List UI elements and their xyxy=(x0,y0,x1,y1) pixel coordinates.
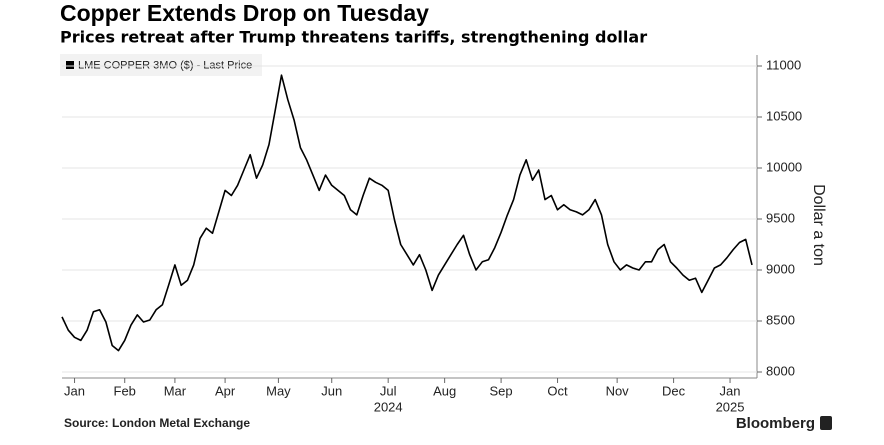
y-tick-label: 11000 xyxy=(766,57,801,72)
x-tick-label: Mar xyxy=(164,383,187,398)
y-tick-label: 8500 xyxy=(766,312,795,327)
price-line xyxy=(61,74,753,352)
legend-swatch xyxy=(66,61,74,69)
year-label: 2024 xyxy=(374,399,403,414)
source: Source: London Metal Exchange xyxy=(64,416,250,430)
x-tick-label: Oct xyxy=(547,383,568,398)
x-tick-label: Sep xyxy=(490,383,513,398)
x-tick-label: Feb xyxy=(114,383,136,398)
x-tick-label: Jan xyxy=(64,383,85,398)
x-tick-label: Jul xyxy=(380,383,397,398)
chart-title: Copper Extends Drop on Tuesday xyxy=(60,0,429,26)
x-tick-label: Nov xyxy=(606,383,630,398)
x-tick-label: Aug xyxy=(433,383,456,398)
x-tick-label: May xyxy=(266,383,291,398)
y-tick-label: 10000 xyxy=(766,159,802,174)
y-tick-label: 9000 xyxy=(766,261,795,276)
brand-icon xyxy=(820,416,832,430)
x-tick-label: Jan xyxy=(720,383,741,398)
year-label: 2025 xyxy=(716,399,745,414)
legend-label: LME COPPER 3MO ($) - Last Price xyxy=(78,59,252,71)
x-tick-label: Jun xyxy=(321,383,342,398)
y-tick-label: 8000 xyxy=(766,363,795,378)
brand: Bloomberg xyxy=(736,415,815,432)
x-tick-label: Apr xyxy=(215,383,236,398)
y-tick-label: 10500 xyxy=(766,108,802,123)
legend-box xyxy=(60,54,262,76)
y-tick-label: 9500 xyxy=(766,210,795,225)
y-axis-label: Dollar a ton xyxy=(810,184,827,266)
x-tick-label: Dec xyxy=(662,383,686,398)
chart-subtitle: Prices retreat after Trump threatens tar… xyxy=(60,28,647,47)
